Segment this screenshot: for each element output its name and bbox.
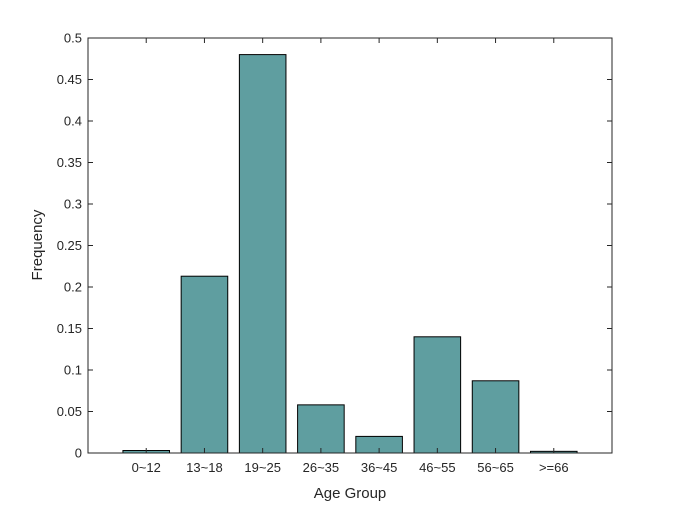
- bar-1: [180, 275, 229, 454]
- y-tick-label-1: 0.05: [57, 404, 82, 419]
- x-tick-label-6: 56~65: [477, 460, 514, 475]
- y-tick-label-8: 0.4: [64, 114, 82, 129]
- x-tick-label-4: 36~45: [361, 460, 398, 475]
- x-axis: 0~12 13~18 19~25 26~35 36~45 46~55 56~65 >=66: [132, 38, 569, 475]
- bars-group: [122, 54, 578, 454]
- x-axis-label: Age Group: [314, 485, 387, 502]
- bar-2: [238, 54, 287, 454]
- bar-6: [471, 380, 520, 454]
- y-tick-label-6: 0.3: [64, 197, 82, 212]
- x-tick-label-3: 26~35: [303, 460, 340, 475]
- y-tick-label-3: 0.15: [57, 321, 82, 336]
- y-tick-label-9: 0.45: [57, 72, 82, 87]
- y-tick-label-2: 0.1: [64, 363, 82, 378]
- y-axis-label: Frequency: [29, 209, 46, 280]
- x-tick-label-1: 13~18: [186, 460, 223, 475]
- y-tick-label-10: 0.5: [64, 31, 82, 46]
- plot-frame: [87, 37, 613, 454]
- x-tick-label-5: 46~55: [419, 460, 456, 475]
- y-tick-label-4: 0.2: [64, 280, 82, 295]
- y-tick-label-7: 0.35: [57, 155, 82, 170]
- y-tick-label-5: 0.25: [57, 238, 82, 253]
- x-tick-label-0: 0~12: [132, 460, 161, 475]
- y-axis: 0 0.05 0.1 0.15 0.2 0.25 0.3 0.35 0.4 0.45 0.5: [57, 31, 612, 461]
- x-tick-label-7: >=66: [539, 460, 569, 475]
- y-tick-label-0: 0: [75, 446, 82, 461]
- bar-3: [297, 404, 345, 454]
- bar-5: [413, 336, 462, 454]
- x-tick-label-2: 19~25: [244, 460, 281, 475]
